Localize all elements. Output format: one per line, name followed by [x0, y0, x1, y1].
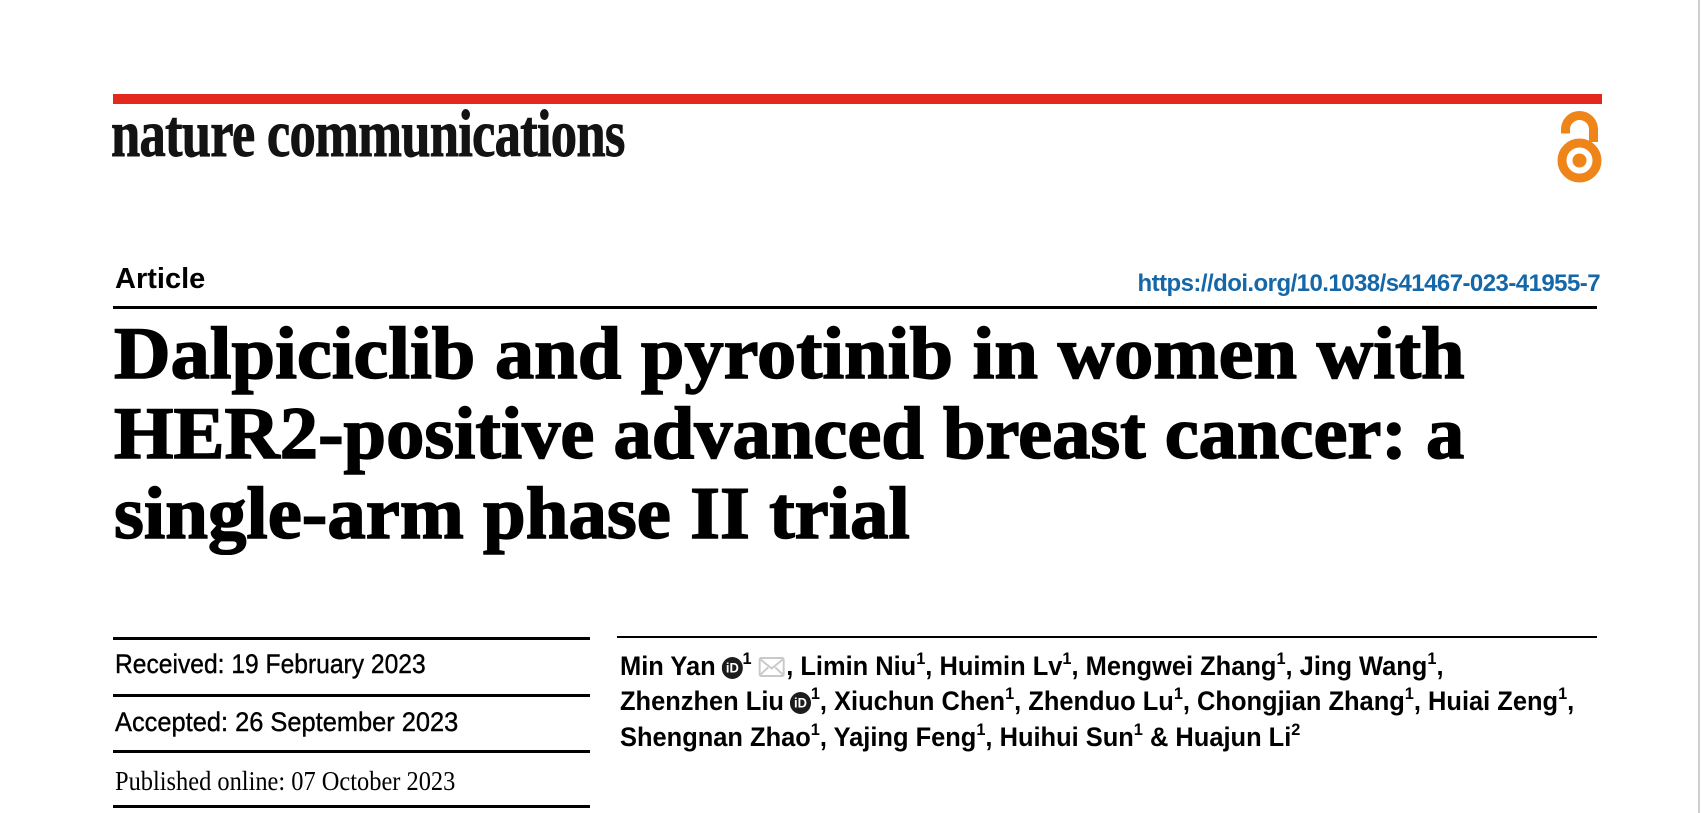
svg-text:iD: iD — [794, 696, 807, 711]
svg-text:iD: iD — [726, 660, 739, 675]
